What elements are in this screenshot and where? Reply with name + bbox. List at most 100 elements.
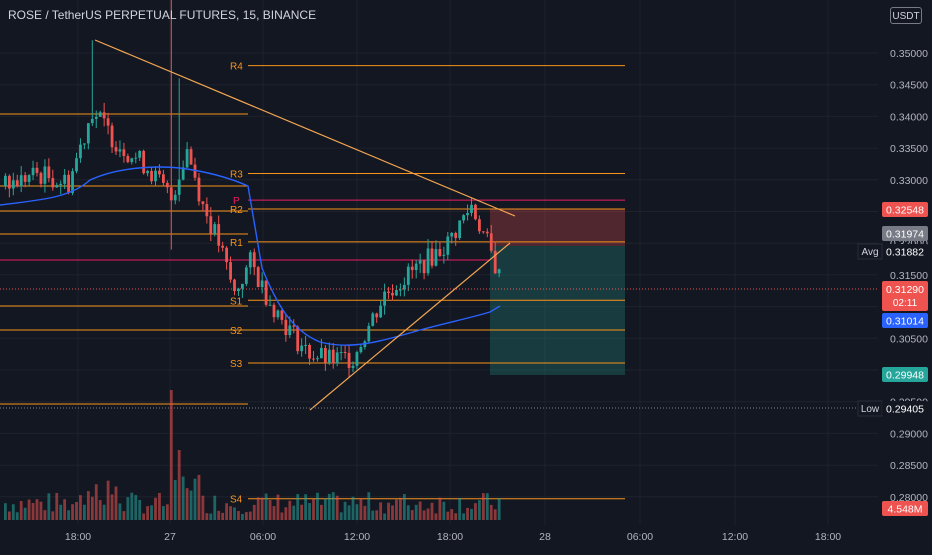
- candle-body: [71, 171, 74, 193]
- candle-body: [205, 204, 209, 217]
- candle-body: [446, 236, 450, 255]
- volume-bar: [458, 497, 462, 520]
- y-axis-tick: 0.35000: [890, 48, 928, 60]
- candle-body: [15, 180, 19, 187]
- volume-bar: [150, 505, 153, 520]
- volume-bar: [225, 503, 228, 520]
- volume-bar: [395, 499, 398, 520]
- x-axis-tick: 12:00: [344, 531, 370, 543]
- candle-body: [450, 232, 454, 237]
- volume-bar: [335, 495, 339, 520]
- candle-body: [185, 149, 189, 168]
- candle-body: [454, 232, 458, 239]
- candle-body: [118, 149, 122, 152]
- candle-body: [296, 326, 300, 352]
- volume-bar: [260, 497, 264, 520]
- pivot-label-r3: R3: [230, 169, 243, 180]
- volume-bar: [462, 513, 465, 520]
- volume-bar: [442, 501, 446, 520]
- volume-bar: [19, 501, 23, 520]
- x-axis-tick: 27: [164, 531, 176, 543]
- volume-bar: [201, 495, 205, 520]
- candle-body: [173, 194, 177, 201]
- y-axis-tick: 0.34500: [890, 80, 928, 92]
- volume-bar: [75, 501, 78, 520]
- volume-bar: [375, 510, 379, 520]
- volume-bar: [296, 494, 300, 520]
- volume-bar: [110, 494, 114, 520]
- candle-body: [320, 347, 323, 359]
- volume-bar: [438, 497, 442, 520]
- candle-body: [371, 313, 375, 326]
- pivot-label-s3: S3: [230, 359, 243, 370]
- candle-body: [426, 248, 430, 274]
- price-tag-target: 0.29948: [886, 370, 924, 382]
- take-profit-zone: [490, 246, 625, 375]
- candle-body: [94, 116, 98, 119]
- volume-bar: [142, 513, 146, 520]
- candle-body: [268, 304, 272, 306]
- candle-body: [244, 267, 248, 284]
- candle-body: [59, 183, 63, 185]
- candle-body: [478, 219, 481, 232]
- candle-body: [19, 175, 23, 187]
- volume-bar: [446, 511, 450, 520]
- volume-bar: [497, 498, 501, 520]
- volume-bar: [300, 504, 304, 520]
- candle-body: [79, 144, 82, 159]
- price-tag-avg-bg: [882, 244, 928, 259]
- candle-body: [130, 158, 134, 163]
- candle-body: [90, 118, 94, 124]
- candle-body: [47, 166, 51, 179]
- y-axis-tick: 0.33500: [890, 143, 928, 155]
- candle-body: [418, 260, 422, 264]
- candle-body: [217, 224, 221, 246]
- candle-body: [395, 290, 398, 296]
- volume-bar: [414, 504, 418, 520]
- candle-body: [292, 325, 296, 327]
- volume-bar: [264, 493, 268, 520]
- candle-body: [55, 184, 59, 188]
- last-price-bg: [882, 281, 928, 311]
- price-tag-volume: 4.548M: [887, 504, 922, 516]
- candle-body: [351, 365, 355, 368]
- candle-body: [142, 150, 146, 174]
- candle-body: [264, 280, 268, 305]
- volume-bar: [367, 492, 371, 520]
- volume-bar: [221, 512, 225, 520]
- volume-bar: [205, 513, 209, 520]
- y-axis-tick: 0.31500: [890, 270, 928, 282]
- candle-body: [316, 358, 319, 360]
- price-tag-low-bg: [882, 401, 928, 416]
- volume-bar: [426, 508, 430, 520]
- currency-button[interactable]: USDT: [890, 7, 922, 24]
- candle-body: [422, 260, 426, 274]
- candle-body: [110, 125, 114, 148]
- pivot-label-s4: S4: [230, 495, 243, 506]
- volume-bar: [320, 504, 323, 520]
- volume-bar: [470, 508, 473, 520]
- candle-body: [67, 174, 70, 193]
- candle-body: [347, 352, 351, 368]
- candle-body: [23, 175, 27, 182]
- volume-bar: [173, 480, 177, 520]
- volume-bar: [387, 502, 390, 520]
- support-trendline: [309, 242, 511, 411]
- candle-body: [304, 344, 307, 346]
- candle-body: [288, 325, 292, 336]
- volume-bar: [102, 504, 106, 520]
- candle-body: [434, 249, 438, 266]
- candle-body: [162, 174, 165, 183]
- candle-body: [102, 112, 106, 119]
- x-axis-tick: 12:00: [722, 531, 748, 543]
- candle-body: [213, 224, 217, 234]
- volume-bar: [177, 450, 181, 520]
- candle-body: [39, 172, 43, 184]
- resistance-trendline: [94, 39, 516, 217]
- candle-body: [379, 305, 383, 318]
- volume-bar: [323, 498, 327, 520]
- candle-body: [209, 216, 213, 234]
- candle-body: [343, 352, 347, 354]
